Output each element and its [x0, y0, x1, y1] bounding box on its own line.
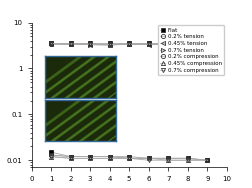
Legend: Flat, 0.2% tension, 0.45% tension, 0.7% tension, 0.2% compression, 0.45% compres: Flat, 0.2% tension, 0.45% tension, 0.7% …	[158, 25, 224, 75]
Y-axis label: Current (mA): Current (mA)	[0, 70, 1, 120]
